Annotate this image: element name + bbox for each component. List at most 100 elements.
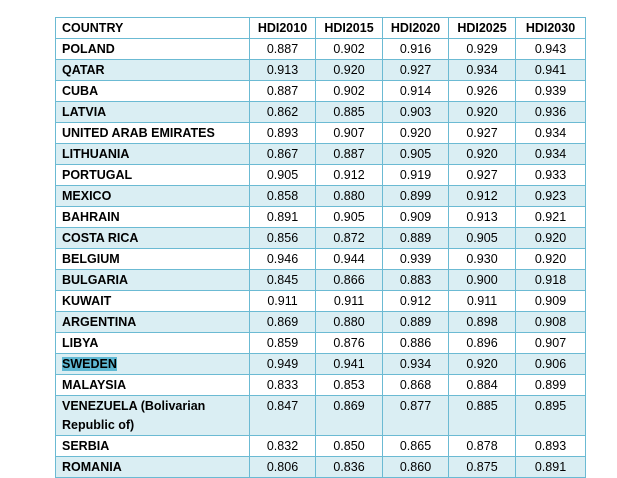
- hdi-cell: 0.912: [382, 290, 449, 312]
- hdi-cell: 0.934: [515, 143, 586, 165]
- table-row: BAHRAIN 0.891 0.905 0.909 0.913 0.921: [55, 206, 586, 228]
- hdi-cell: 0.885: [448, 395, 516, 436]
- hdi-cell: 0.934: [382, 353, 449, 375]
- hdi-cell: 0.900: [448, 269, 516, 291]
- hdi-cell: 0.859: [249, 332, 316, 354]
- table-row: LATVIA 0.862 0.885 0.903 0.920 0.936: [55, 101, 586, 123]
- hdi-cell: 0.893: [515, 435, 586, 457]
- country-cell: BULGARIA: [55, 269, 250, 291]
- hdi-cell: 0.847: [249, 395, 316, 436]
- hdi-cell: 0.876: [315, 332, 383, 354]
- hdi-cell: 0.914: [382, 80, 449, 102]
- hdi-cell: 0.905: [382, 143, 449, 165]
- hdi-cell: 0.918: [515, 269, 586, 291]
- hdi-table: COUNTRY HDI2010 HDI2015 HDI2020 HDI2025 HDI20…: [55, 17, 586, 478]
- hdi-cell: 0.883: [382, 269, 449, 291]
- hdi-cell: 0.832: [249, 435, 316, 457]
- hdi-cell: 0.899: [515, 374, 586, 396]
- hdi-cell: 0.939: [382, 248, 449, 270]
- hdi-cell: 0.899: [382, 185, 449, 207]
- table-row: PORTUGAL 0.905 0.912 0.919 0.927 0.933: [55, 164, 586, 186]
- hdi-cell: 0.836: [315, 456, 383, 478]
- hdi-cell: 0.887: [249, 80, 316, 102]
- hdi-cell: 0.920: [448, 353, 516, 375]
- hdi-cell: 0.934: [515, 122, 586, 144]
- hdi-cell: 0.906: [515, 353, 586, 375]
- header-cell: HDI2020: [382, 17, 449, 39]
- hdi-cell: 0.920: [515, 248, 586, 270]
- hdi-cell: 0.896: [448, 332, 516, 354]
- hdi-cell: 0.912: [315, 164, 383, 186]
- hdi-cell: 0.908: [515, 311, 586, 333]
- hdi-cell: 0.920: [448, 101, 516, 123]
- country-cell: CUBA: [55, 80, 250, 102]
- country-cell: SERBIA: [55, 435, 250, 457]
- hdi-cell: 0.941: [315, 353, 383, 375]
- hdi-cell: 0.872: [315, 227, 383, 249]
- hdi-cell: 0.941: [515, 59, 586, 81]
- hdi-cell: 0.933: [515, 164, 586, 186]
- hdi-cell: 0.949: [249, 353, 316, 375]
- hdi-cell: 0.907: [515, 332, 586, 354]
- hdi-cell: 0.926: [448, 80, 516, 102]
- hdi-cell: 0.916: [382, 38, 449, 60]
- table-body: POLAND 0.887 0.902 0.916 0.929 0.943 QATAR 0.91…: [55, 38, 586, 478]
- hdi-cell: 0.927: [382, 59, 449, 81]
- hdi-cell: 0.905: [315, 206, 383, 228]
- header-row: COUNTRY HDI2010 HDI2015 HDI2020 HDI2025 HDI20…: [55, 17, 586, 39]
- hdi-cell: 0.868: [382, 374, 449, 396]
- hdi-cell: 0.944: [315, 248, 383, 270]
- table-row: ROMANIA 0.806 0.836 0.860 0.875 0.891: [55, 456, 586, 478]
- hdi-cell: 0.930: [448, 248, 516, 270]
- hdi-cell: 0.891: [249, 206, 316, 228]
- header-cell: COUNTRY: [55, 17, 250, 39]
- hdi-cell: 0.902: [315, 80, 383, 102]
- country-cell: LIBYA: [55, 332, 250, 354]
- hdi-cell: 0.885: [315, 101, 383, 123]
- hdi-cell: 0.806: [249, 456, 316, 478]
- hdi-cell: 0.927: [448, 164, 516, 186]
- hdi-cell: 0.867: [249, 143, 316, 165]
- hdi-cell: 0.860: [382, 456, 449, 478]
- selected-text: SWEDEN: [62, 357, 117, 371]
- header-cell: HDI2015: [315, 17, 383, 39]
- hdi-cell: 0.845: [249, 269, 316, 291]
- table-row: CUBA 0.887 0.902 0.914 0.926 0.939: [55, 80, 586, 102]
- hdi-cell: 0.913: [448, 206, 516, 228]
- country-cell: MEXICO: [55, 185, 250, 207]
- hdi-cell: 0.887: [315, 143, 383, 165]
- hdi-cell: 0.850: [315, 435, 383, 457]
- hdi-cell: 0.866: [315, 269, 383, 291]
- hdi-cell: 0.865: [382, 435, 449, 457]
- table-row: ARGENTINA 0.869 0.880 0.889 0.898 0.908: [55, 311, 586, 333]
- table-row: QATAR 0.913 0.920 0.927 0.934 0.941: [55, 59, 586, 81]
- country-cell: LATVIA: [55, 101, 250, 123]
- hdi-cell: 0.913: [249, 59, 316, 81]
- hdi-cell: 0.889: [382, 311, 449, 333]
- country-cell: QATAR: [55, 59, 250, 81]
- hdi-cell: 0.905: [448, 227, 516, 249]
- hdi-cell: 0.905: [249, 164, 316, 186]
- country-cell: BAHRAIN: [55, 206, 250, 228]
- hdi-cell: 0.939: [515, 80, 586, 102]
- hdi-cell: 0.909: [515, 290, 586, 312]
- hdi-cell: 0.889: [382, 227, 449, 249]
- table-row: MALAYSIA 0.833 0.853 0.868 0.884 0.899: [55, 374, 586, 396]
- table-row: UNITED ARAB EMIRATES 0.893 0.907 0.920 0.927…: [55, 122, 586, 144]
- header-cell: HDI2025: [448, 17, 516, 39]
- table-row: KUWAIT 0.911 0.911 0.912 0.911 0.909: [55, 290, 586, 312]
- table-row: VENEZUELA (Bolivarian Republic of) 0.847 0…: [55, 395, 586, 436]
- table-row: LIBYA 0.859 0.876 0.886 0.896 0.907: [55, 332, 586, 354]
- country-cell: UNITED ARAB EMIRATES: [55, 122, 250, 144]
- hdi-cell: 0.858: [249, 185, 316, 207]
- hdi-cell: 0.891: [515, 456, 586, 478]
- hdi-cell: 0.887: [249, 38, 316, 60]
- hdi-cell: 0.853: [315, 374, 383, 396]
- hdi-cell: 0.920: [382, 122, 449, 144]
- hdi-cell: 0.912: [448, 185, 516, 207]
- hdi-cell: 0.920: [515, 227, 586, 249]
- hdi-cell: 0.877: [382, 395, 449, 436]
- hdi-cell: 0.923: [515, 185, 586, 207]
- hdi-cell: 0.886: [382, 332, 449, 354]
- hdi-cell: 0.884: [448, 374, 516, 396]
